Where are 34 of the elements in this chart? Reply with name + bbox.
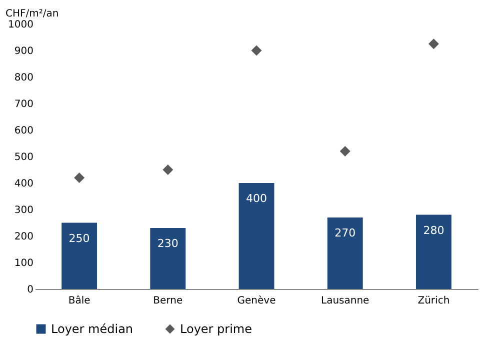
point	[340, 146, 350, 156]
x-tick-label: Lausanne	[321, 296, 370, 306]
data-label: 400	[246, 192, 267, 205]
point	[74, 172, 85, 183]
y-tick-label: 400	[14, 178, 34, 190]
x-tick-label: Genève	[237, 296, 276, 306]
y-tick-label: 300	[14, 205, 34, 216]
y-tick-label: 100	[14, 258, 34, 269]
point	[428, 38, 439, 50]
y-axis-title: CHF/m²/an	[6, 8, 59, 20]
legend-label: Loyer prime	[180, 322, 252, 336]
y-tick-label: 600	[14, 126, 34, 136]
data-label: 230	[157, 237, 178, 250]
bar	[327, 217, 363, 289]
data-label: 270	[334, 226, 356, 240]
y-tick-label: 700	[14, 99, 34, 110]
point	[251, 45, 262, 56]
y-tick-label: 800	[14, 72, 34, 84]
bar	[238, 183, 274, 289]
x-tick-label: Berne	[153, 296, 183, 306]
y-tick-label: 900	[14, 46, 34, 57]
bar	[150, 228, 186, 289]
legend-label: Loyer médian	[51, 322, 134, 336]
x-tick-label: Zürich	[418, 296, 450, 306]
data-label: 250	[68, 232, 90, 245]
y-tick-label: 1000	[8, 20, 34, 30]
bar	[62, 222, 98, 289]
bar	[416, 214, 452, 289]
y-tick-label: 500	[14, 152, 34, 163]
y-tick-label: 200	[14, 232, 34, 242]
x-tick-label: Bâle	[68, 296, 90, 306]
y-tick-label: 0	[27, 284, 34, 296]
point	[162, 164, 174, 175]
data-label: 280	[423, 224, 444, 237]
